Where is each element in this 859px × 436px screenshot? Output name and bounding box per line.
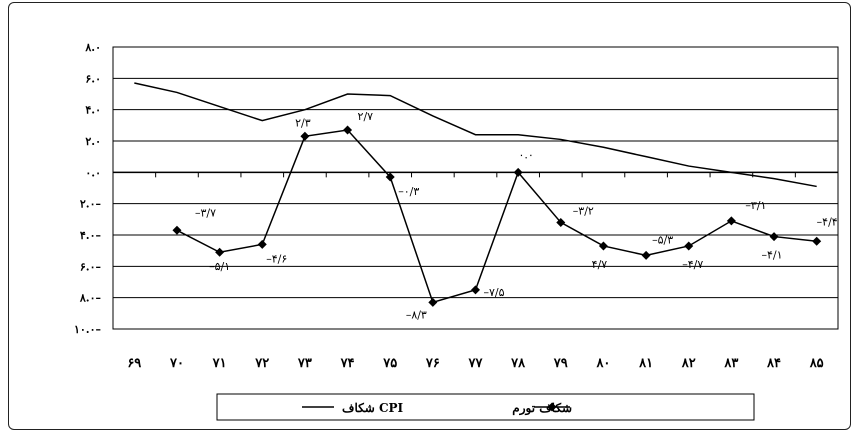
- data-label: –۴/۴: [817, 215, 838, 228]
- x-tick-label: ۷۴: [340, 356, 355, 371]
- x-tick-label: ۷۷: [468, 356, 484, 371]
- x-tick-label: ۸۴: [766, 356, 781, 371]
- x-tick-label: ۷۹: [553, 356, 568, 371]
- legend-inflation-gap-marker: [547, 402, 557, 412]
- chart-frame: ۸.۰ ۶.۰ ۴.۰ ۲.۰ ۰.۰ ۲.۰– ۴.۰– ۶.۰– ۸.۰– ۱۰.۰– –۳/…: [8, 2, 851, 430]
- series-inflation-gap-point: [257, 239, 267, 249]
- series-inflation-gap-point: [471, 285, 480, 295]
- y-tick-label: ۶.۰: [85, 72, 101, 85]
- data-label: –۴/۱: [762, 249, 783, 262]
- data-label: ۲/۳: [295, 116, 311, 129]
- data-label: –۵/۱: [209, 260, 230, 273]
- x-tick-label: ۷۲: [254, 356, 269, 371]
- series-inflation-gap-point: [428, 297, 438, 307]
- series-inflation-gap-point: [556, 217, 566, 227]
- x-tick-label: ۷۳: [297, 356, 312, 371]
- series-inflation-gap-point: [513, 167, 523, 177]
- data-label: –۳/۲: [573, 204, 594, 217]
- legend: شکاف تورم شکاف CPI: [216, 393, 755, 421]
- x-tick-label: ۸۵: [809, 356, 824, 371]
- series-inflation-gap-point: [385, 172, 395, 182]
- series-inflation-gap-line: [176, 129, 817, 304]
- series-inflation-gap-point: [769, 232, 779, 242]
- x-tick-label: ۷۵: [382, 356, 397, 371]
- data-label: –۴/۶: [266, 252, 287, 265]
- x-tick-label: ۸۳: [723, 356, 738, 371]
- y-tick-label: ۸.۰–: [79, 292, 101, 305]
- data-label: –۳/۷: [195, 206, 216, 219]
- y-tick-label: ۲.۰–: [80, 198, 101, 211]
- y-tick-label: ۱۰.۰–: [74, 323, 101, 336]
- series-inflation-gap-point: [343, 125, 353, 135]
- series-inflation-gap-point: [300, 131, 310, 141]
- plot-area: [112, 46, 839, 330]
- x-tick-label: ۸۱: [638, 356, 653, 371]
- data-label: –۰/۳: [398, 185, 419, 198]
- data-label: ۰.۰: [518, 148, 533, 161]
- legend-cpi-gap-label: شکاف CPI: [342, 401, 404, 415]
- series-inflation-gap-point: [641, 250, 651, 260]
- series-inflation-gap-point: [598, 241, 608, 251]
- gridlines: [113, 46, 838, 330]
- data-label: –۵/۳: [652, 233, 673, 246]
- x-tick-label: ۸۲: [681, 356, 696, 371]
- x-tick-label: ۷۱: [212, 356, 227, 371]
- series-group: –۳/۷ –۵/۱ –۴/۶ ۲/۳ ۲/۷ –۰/۳ –۸/۳ –۷/۵ ۰.۰ –۳/۲ ۴/۷…: [134, 82, 838, 321]
- y-tick-label: ۴.۰: [85, 104, 101, 117]
- series-inflation-gap-point: [812, 236, 822, 246]
- y-tick-label: ۶.۰–: [80, 260, 101, 273]
- series-inflation-gap-point: [172, 225, 182, 235]
- x-tick-label: ۷۶: [425, 356, 440, 371]
- x-tick-label: ۸۰: [595, 356, 610, 371]
- data-label: –۸/۳: [406, 308, 427, 321]
- legend-box: [216, 393, 755, 421]
- x-tick-label: ۷۸: [510, 356, 526, 371]
- series-cpi-gap-line: [134, 82, 817, 188]
- series-inflation-gap-point: [726, 216, 736, 226]
- data-label: –۷/۵: [484, 286, 505, 299]
- y-tick-label: ۸.۰: [84, 41, 101, 54]
- data-label: –۳/۱: [745, 199, 766, 212]
- data-label: –۴/۷: [682, 258, 703, 271]
- data-label: ۲/۷: [358, 110, 374, 123]
- chart-svg: ۸.۰ ۶.۰ ۴.۰ ۲.۰ ۰.۰ ۲.۰– ۴.۰– ۶.۰– ۸.۰– ۱۰.۰– –۳/…: [74, 41, 839, 421]
- y-tick-label: ۰.۰: [85, 166, 101, 179]
- legend-inflation-gap-label: شکاف تورم: [512, 401, 572, 416]
- x-tick-label: ۷۰: [169, 356, 184, 371]
- y-tick-label: ۲.۰: [85, 135, 101, 148]
- series-inflation-gap-point: [215, 247, 225, 257]
- x-tick-label: ۶۹: [127, 356, 141, 371]
- y-axis-ticks: ۸.۰ ۶.۰ ۴.۰ ۲.۰ ۰.۰ ۲.۰– ۴.۰– ۶.۰– ۸.۰– ۱۰.۰–: [74, 41, 101, 336]
- x-axis: [112, 171, 839, 178]
- data-label: ۴/۷: [592, 258, 608, 271]
- y-tick-label: ۴.۰–: [80, 229, 101, 242]
- series-inflation-gap-point: [684, 241, 694, 251]
- x-axis-tick-labels: ۶۹ ۷۰ ۷۱ ۷۲ ۷۳ ۷۴ ۷۵ ۷۶ ۷۷ ۷۸ ۷۹ ۸۰ ۸۱ ۸۲ ۸۳ ۸۴ ۸۵: [127, 356, 823, 371]
